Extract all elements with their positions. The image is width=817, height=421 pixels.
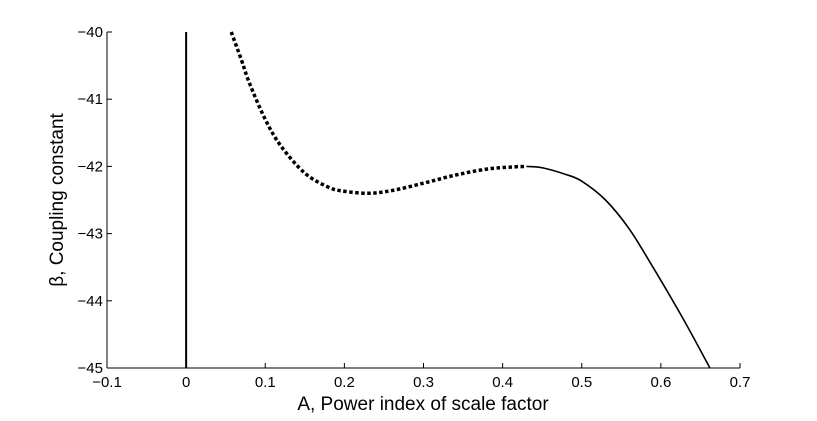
series-line-2 [526, 165, 711, 369]
y-tick-label: −40 [78, 24, 103, 41]
x-tick-label: 0.7 [730, 374, 751, 391]
x-tick-label: 0 [182, 374, 190, 391]
ticks: −0.1 0 0.1 0.2 0.3 0.4 0.5 0.6 0.7 −40 −41 −42 −43 −4… [78, 24, 751, 391]
x-tick-label: 0.1 [255, 374, 276, 391]
x-tick-label: 0.5 [571, 374, 592, 391]
y-tick-label: −41 [78, 91, 103, 108]
y-tick-label: −44 [78, 293, 103, 310]
y-tick-label: −42 [78, 158, 103, 175]
y-tick-label: −43 [78, 226, 103, 243]
series [185, 31, 711, 369]
x-tick-label: 0.4 [492, 374, 513, 391]
x-tick-label: −0.1 [92, 374, 122, 391]
y-tick-label: −45 [78, 360, 103, 377]
x-tick-label: 0.3 [413, 374, 434, 391]
x-axis-title: A, Power index of scale factor [297, 394, 549, 415]
y-axis-title: β, Coupling constant [47, 112, 68, 286]
x-tick-label: 0.2 [334, 374, 355, 391]
x-tick-label: 0.6 [650, 374, 671, 391]
axes [106, 32, 740, 369]
series-line-1 [229, 31, 527, 196]
